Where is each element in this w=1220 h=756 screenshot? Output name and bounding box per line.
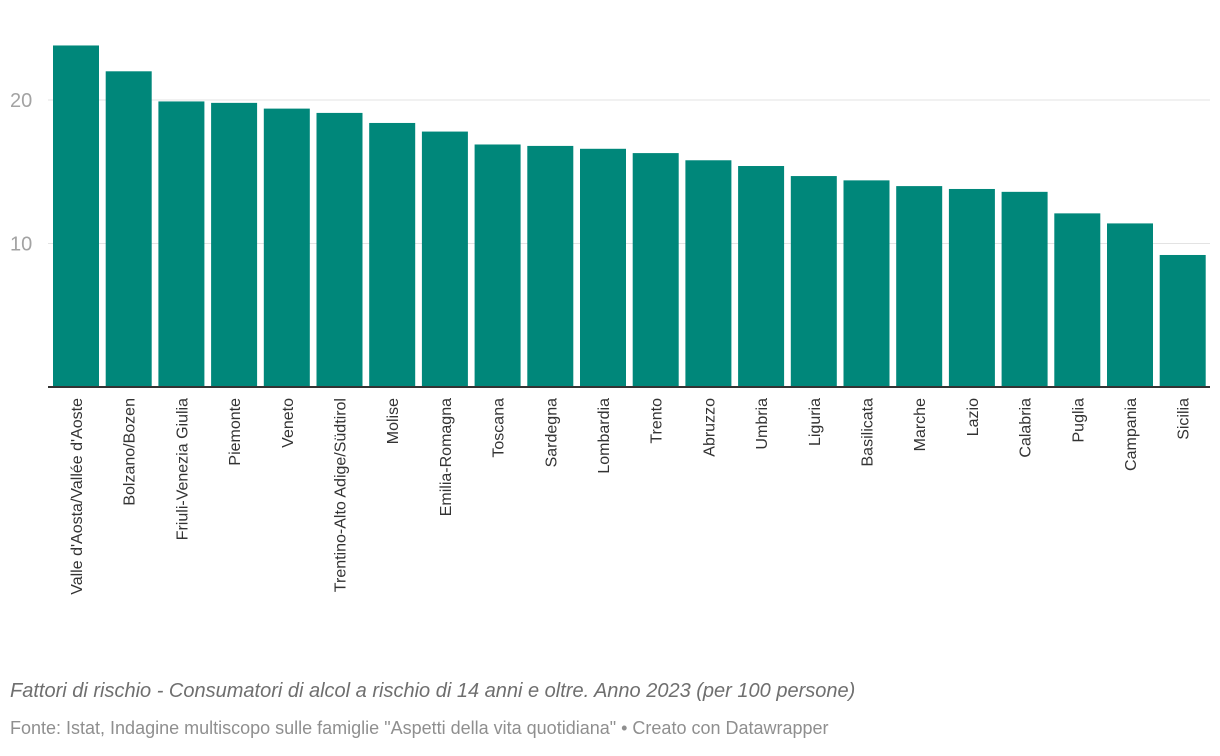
category-label: Veneto <box>280 398 297 448</box>
category-label: Trento <box>649 398 666 444</box>
category-label: Puglia <box>1070 398 1087 443</box>
category-label: Valle d'Aosta/Vallée d'Aoste <box>69 398 86 595</box>
bar-14 <box>790 176 837 387</box>
category-label: Abruzzo <box>701 398 718 457</box>
category-label: Emilia-Romagna <box>438 398 455 516</box>
category-label: Basilicata <box>860 398 877 467</box>
bar-9 <box>527 145 574 387</box>
category-label: Liguria <box>807 398 824 446</box>
y-tick-label: 20 <box>10 90 32 112</box>
bar-4 <box>263 108 310 388</box>
category-label: Lombardia <box>596 398 613 474</box>
category-label: Sicilia <box>1176 398 1193 440</box>
category-label: Lazio <box>965 398 982 436</box>
bar-19 <box>1054 213 1101 387</box>
category-label: Molise <box>385 398 402 444</box>
bar-11 <box>632 153 679 387</box>
bar-13 <box>738 166 785 387</box>
category-label: Sardegna <box>543 398 560 467</box>
category-label: Marche <box>912 398 929 451</box>
bar-21 <box>1159 254 1206 387</box>
bar-18 <box>1001 191 1048 387</box>
category-label: Trentino-Alto Adige/Südtirol <box>333 398 350 592</box>
bar-3 <box>211 102 258 388</box>
category-label: Piemonte <box>227 398 244 466</box>
bar-2 <box>158 101 205 387</box>
bar-20 <box>1107 223 1153 387</box>
bar-15 <box>843 180 890 387</box>
y-tick-label: 10 <box>10 234 32 256</box>
category-label: Calabria <box>1018 398 1035 458</box>
bar-12 <box>685 160 732 387</box>
bar-1 <box>105 71 152 388</box>
bar-chart: 10 20 Valle d'Aosta/Vallée d'Aoste Bolzano/… <box>10 45 1210 595</box>
bar-7 <box>421 131 468 387</box>
bar-10 <box>580 148 626 387</box>
bar-0 <box>53 45 99 387</box>
category-label: Bolzano/Bozen <box>122 398 139 506</box>
category-label: Campania <box>1123 398 1140 471</box>
bar-8 <box>474 144 521 387</box>
category-label: Friuli-Venezia Giulia <box>174 398 191 540</box>
bar-5 <box>316 112 363 387</box>
chart-source: Fonte: Istat, Indagine multiscopo sulle … <box>10 718 829 738</box>
bar-6 <box>369 122 416 388</box>
category-label: Umbria <box>754 398 771 450</box>
bar-16 <box>896 186 943 387</box>
category-label: Toscana <box>491 398 508 458</box>
bar-17 <box>948 188 995 387</box>
chart-description: Fattori di rischio - Consumatori di alco… <box>10 680 856 702</box>
